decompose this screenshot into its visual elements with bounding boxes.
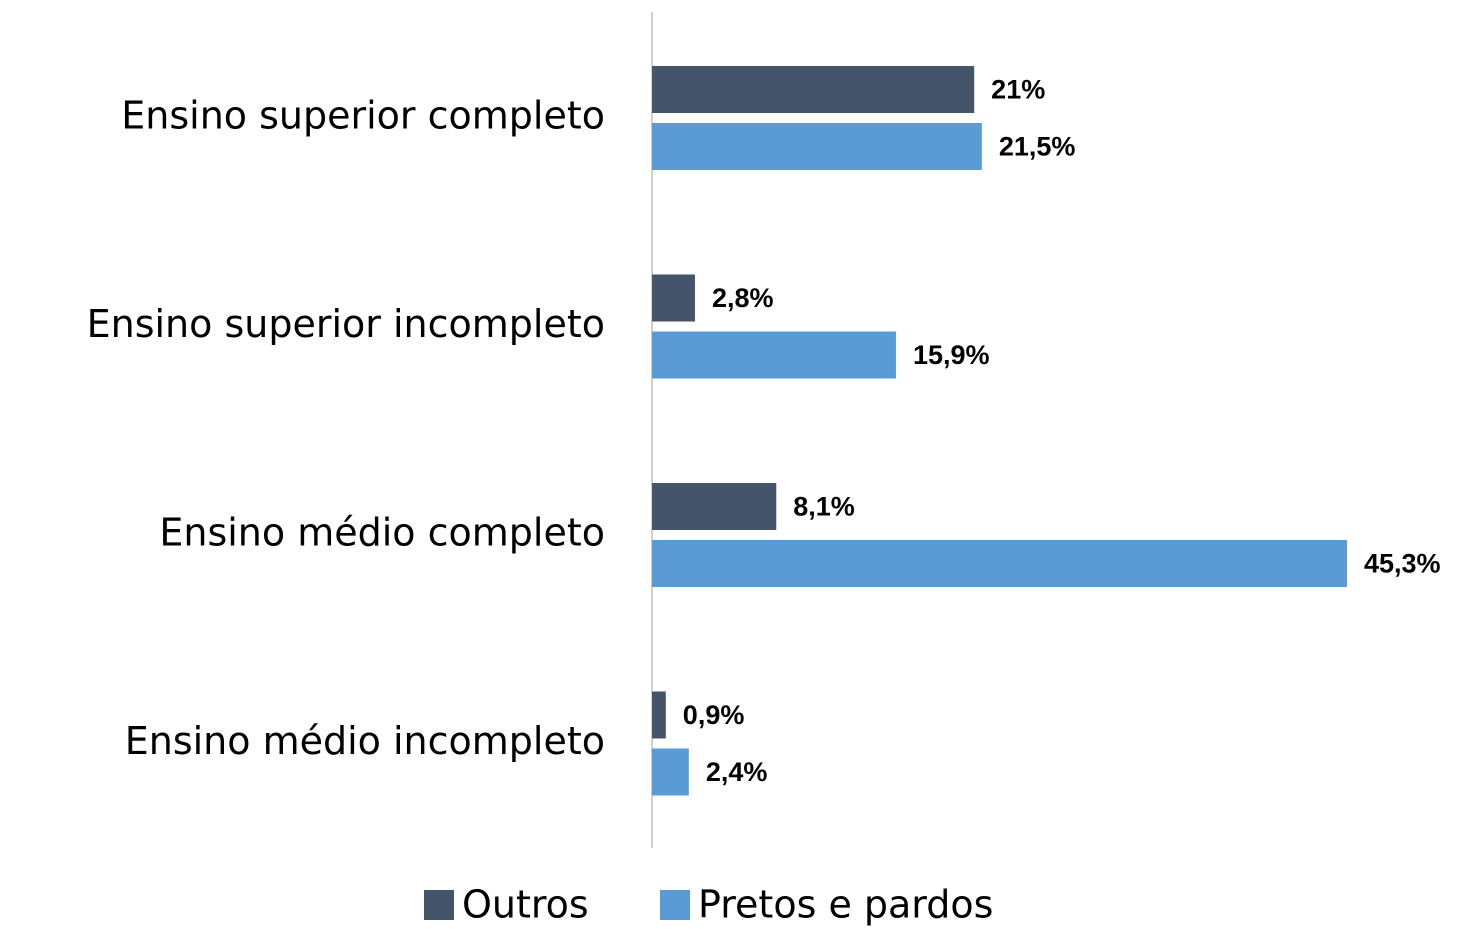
bar — [652, 748, 689, 796]
value-label: 0,9% — [683, 700, 745, 730]
legend-label: Pretos e pardos — [698, 883, 993, 927]
bar — [652, 66, 975, 113]
category-label: Ensino médio incompleto — [125, 719, 605, 763]
value-label: 21% — [991, 75, 1045, 105]
bar — [652, 123, 982, 170]
bar — [652, 691, 666, 739]
value-label: 8,1% — [793, 492, 855, 522]
legend-label: Outros — [462, 883, 589, 927]
value-label: 45,3% — [1364, 549, 1441, 579]
category-label: Ensino superior completo — [121, 94, 605, 138]
category-label: Ensino médio completo — [159, 511, 605, 555]
bar — [652, 274, 695, 322]
category-label: Ensino superior incompleto — [87, 302, 605, 346]
bar — [652, 483, 777, 530]
bar — [652, 331, 896, 379]
legend-swatch — [424, 890, 454, 920]
bar — [652, 540, 1347, 587]
value-label: 15,9% — [913, 340, 990, 370]
legend-swatch — [660, 890, 690, 920]
value-label: 2,4% — [706, 757, 768, 787]
value-label: 21,5% — [999, 132, 1076, 162]
value-label: 2,8% — [712, 283, 774, 313]
